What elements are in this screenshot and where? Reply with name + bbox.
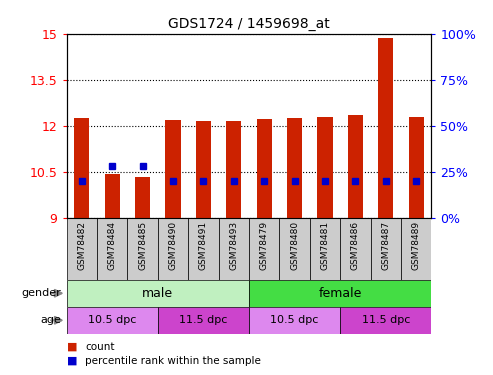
- Text: GSM78480: GSM78480: [290, 221, 299, 270]
- Bar: [249, 280, 431, 307]
- Text: count: count: [85, 342, 115, 352]
- Bar: [158, 218, 188, 280]
- Bar: [249, 307, 340, 334]
- Text: GSM78484: GSM78484: [107, 221, 117, 270]
- Text: GSM78485: GSM78485: [138, 221, 147, 270]
- Text: GSM78481: GSM78481: [320, 221, 329, 270]
- Text: GSM78491: GSM78491: [199, 221, 208, 270]
- Bar: [196, 121, 211, 218]
- Bar: [74, 118, 89, 218]
- Bar: [67, 218, 97, 280]
- Bar: [188, 218, 218, 280]
- Text: GSM78493: GSM78493: [229, 221, 238, 270]
- Bar: [317, 117, 333, 218]
- Text: 11.5 dpc: 11.5 dpc: [179, 315, 228, 325]
- Text: GSM78486: GSM78486: [351, 221, 360, 270]
- Bar: [67, 307, 158, 334]
- Bar: [135, 177, 150, 218]
- Bar: [340, 307, 431, 334]
- Bar: [249, 218, 280, 280]
- Bar: [256, 119, 272, 218]
- Bar: [401, 218, 431, 280]
- Text: GSM78479: GSM78479: [260, 221, 269, 270]
- Bar: [287, 118, 302, 218]
- Text: ■: ■: [67, 342, 77, 352]
- Bar: [218, 218, 249, 280]
- Bar: [371, 218, 401, 280]
- Bar: [165, 120, 180, 218]
- Text: gender: gender: [22, 288, 62, 298]
- Text: ■: ■: [67, 356, 77, 366]
- Text: percentile rank within the sample: percentile rank within the sample: [85, 356, 261, 366]
- Text: GSM78482: GSM78482: [77, 221, 86, 270]
- Bar: [340, 218, 371, 280]
- Bar: [158, 307, 249, 334]
- Text: 10.5 dpc: 10.5 dpc: [88, 315, 137, 325]
- Bar: [378, 38, 393, 218]
- Text: male: male: [142, 287, 174, 300]
- Text: 10.5 dpc: 10.5 dpc: [270, 315, 319, 325]
- Bar: [226, 121, 242, 218]
- Bar: [409, 117, 424, 218]
- Bar: [348, 115, 363, 218]
- Text: 11.5 dpc: 11.5 dpc: [361, 315, 410, 325]
- Bar: [105, 174, 120, 218]
- Bar: [127, 218, 158, 280]
- Bar: [280, 218, 310, 280]
- Bar: [67, 280, 249, 307]
- Text: GSM78489: GSM78489: [412, 221, 421, 270]
- Text: female: female: [318, 287, 362, 300]
- Bar: [97, 218, 127, 280]
- Text: GSM78487: GSM78487: [381, 221, 390, 270]
- Text: age: age: [41, 315, 62, 325]
- Bar: [310, 218, 340, 280]
- Text: GSM78490: GSM78490: [169, 221, 177, 270]
- Title: GDS1724 / 1459698_at: GDS1724 / 1459698_at: [168, 17, 330, 32]
